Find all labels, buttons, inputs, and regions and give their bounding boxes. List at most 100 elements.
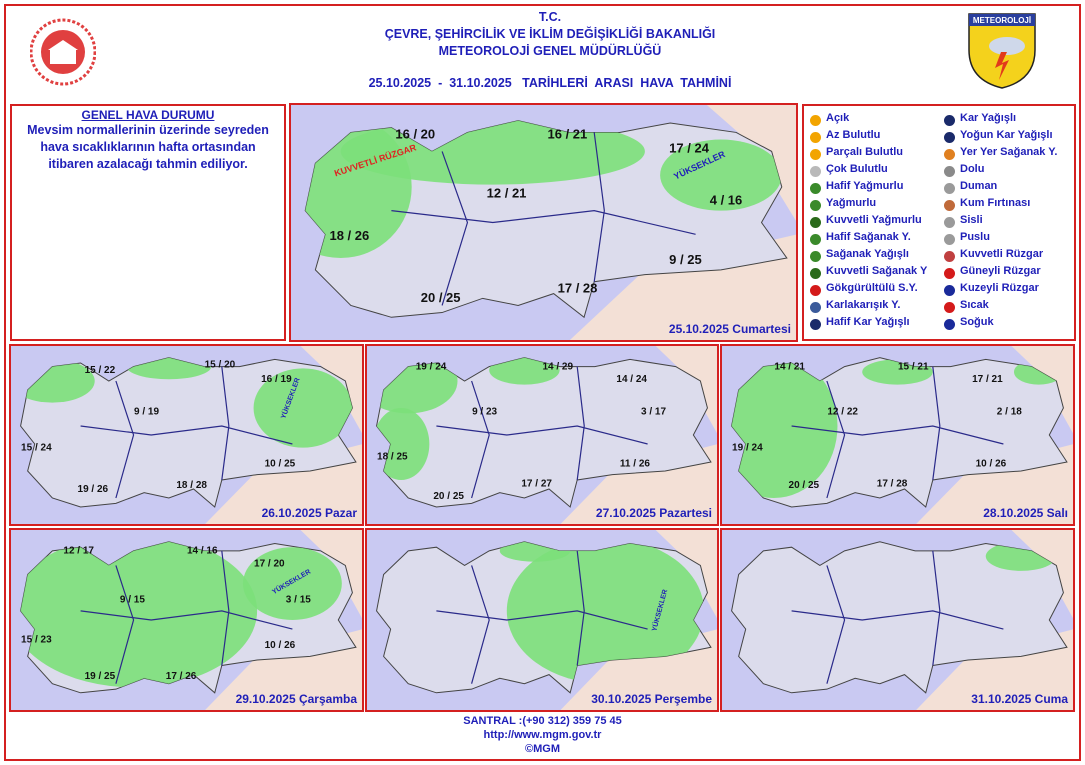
temperature-label: 20 / 25 (433, 491, 464, 502)
legend-icon (810, 285, 821, 296)
legend-icon (944, 268, 955, 279)
legend-label: Sisli (960, 214, 983, 226)
ministry-logo (30, 18, 96, 86)
neighbor-land (654, 529, 718, 620)
temperature-label: 9 / 25 (669, 252, 702, 267)
temperature-label: 20 / 25 (421, 290, 461, 305)
temperature-label: 9 / 19 (134, 406, 159, 417)
legend-icon (944, 319, 955, 330)
temperature-label: 18 / 25 (377, 451, 408, 462)
temperature-label: 15 / 20 (205, 360, 236, 371)
legend-icon (944, 234, 955, 245)
legend-icon (944, 149, 955, 160)
rain-area (731, 357, 838, 498)
region-border (221, 366, 230, 481)
header-dates: 25.10.2025 - 31.10.2025 TARİHLERİ ARASI … (368, 76, 732, 90)
region-border (593, 132, 605, 282)
legend-label: Gökgürültülü S.Y. (826, 282, 918, 294)
region-border (221, 550, 230, 666)
temperature-label: 17 / 24 (669, 141, 710, 156)
legend-label: Kar Yağışlı (960, 112, 1017, 124)
legend-label: Hafif Sağanak Y. (826, 231, 911, 243)
header-line: T.C. (538, 10, 562, 24)
temperature-label: 20 / 25 (789, 480, 820, 491)
temperature-label: 10 / 26 (265, 640, 296, 651)
legend-icon (944, 166, 955, 177)
region-border (436, 610, 648, 630)
mgm-logo: METEOROLOJİ (968, 13, 1036, 89)
map-date: 31.10.2025 Cuma (971, 692, 1068, 706)
legend-label: Hafif Kar Yağışlı (826, 316, 910, 328)
legend-icon (810, 302, 821, 313)
temperature-label: 12 / 22 (827, 406, 858, 417)
neighbor-land (299, 529, 363, 620)
region-border (791, 610, 1004, 630)
map-date: 28.10.2025 Salı (983, 506, 1068, 520)
temperature-label: 19 / 25 (85, 671, 116, 682)
footer: SANTRAL :(+90 312) 359 75 45 http://www.… (0, 714, 1085, 756)
legend-label: Parçalı Bulutlu (826, 146, 904, 158)
map-panel: 31.10.2025 Cuma (720, 528, 1075, 712)
legend-icon (810, 200, 821, 211)
legend-icon (810, 319, 821, 330)
region-border (932, 550, 941, 666)
temperature-label: 16 / 21 (548, 126, 588, 141)
rain-area (506, 541, 704, 684)
region-border (115, 565, 135, 684)
legend-label: Yoğun Kar Yağışlı (960, 129, 1053, 141)
rain-area (253, 368, 353, 448)
region-border (80, 610, 293, 630)
panel-border (365, 528, 719, 712)
legend-label: Duman (960, 180, 998, 192)
rain-area (376, 408, 430, 480)
temperature-label: 17 / 21 (972, 374, 1003, 385)
legend-icon (810, 251, 821, 262)
region-border (826, 565, 846, 684)
neighbor-land (299, 345, 363, 435)
temperature-label: 17 / 20 (254, 558, 285, 569)
legend-icon (944, 302, 955, 313)
temperature-label: 3 / 17 (641, 406, 666, 417)
temperature-label: 19 / 26 (78, 484, 109, 495)
legend-label: Güneyli Rüzgar (960, 265, 1041, 277)
panel-border (720, 344, 1075, 526)
temperature-label: 17 / 26 (166, 671, 197, 682)
legend-icon (810, 115, 821, 126)
temperature-label: 19 / 24 (416, 361, 447, 372)
neighbor-land (1010, 529, 1074, 620)
legend-label: Kuzeyli Rüzgar (960, 282, 1039, 294)
temperature-label: 9 / 23 (472, 406, 497, 417)
panel-border (9, 344, 364, 526)
region-border (826, 380, 846, 499)
temperature-label: 16 / 19 (261, 374, 292, 385)
map-panel: 15 / 22 15 / 20 16 / 19 9 / 19 15 / 24 10 / 2… (9, 344, 364, 526)
legend-icon (810, 234, 821, 245)
rain-area (489, 357, 560, 385)
map-panel: 19 / 24 14 / 29 14 / 24 9 / 23 3 / 17 18 / 25… (365, 344, 719, 526)
legend-box: Açık Az Bulutlu Parçalı Bulutlu Çok Bulutlu… (802, 104, 1076, 341)
legend-label: Yer Yer Sağanak Y. (960, 146, 1058, 158)
temperature-label: 15 / 24 (21, 442, 52, 453)
map-panel: 12 / 17 14 / 16 17 / 20 9 / 15 3 / 15 15 / 23… (9, 528, 364, 712)
legend-label: Dolu (960, 163, 985, 175)
region-border (576, 366, 585, 481)
temperature-label: 2 / 18 (997, 406, 1022, 417)
region-border (80, 425, 293, 445)
legend-label: Kuvvetli Rüzgar (960, 248, 1044, 260)
panel-border (289, 103, 798, 342)
temperature-label: 3 / 15 (286, 595, 311, 606)
legend-icon (810, 132, 821, 143)
temperature-label: 18 / 28 (176, 480, 207, 491)
panel-border (9, 528, 364, 712)
logo-text: METEOROLOJİ (973, 16, 1031, 25)
region-border (391, 210, 696, 235)
legend-icon (944, 217, 955, 228)
temperature-label: 17 / 27 (521, 478, 552, 489)
map-date: 30.10.2025 Perşembe (591, 692, 712, 706)
temperature-label: 15 / 23 (21, 635, 52, 646)
general-text: Mevsim normallerinin üzerinde seyreden h… (27, 123, 269, 171)
legend-icon (810, 217, 821, 228)
header-line: ÇEVRE, ŞEHİRCİLİK VE İKLİM DEĞİŞİKLİĞİ B… (384, 27, 716, 41)
